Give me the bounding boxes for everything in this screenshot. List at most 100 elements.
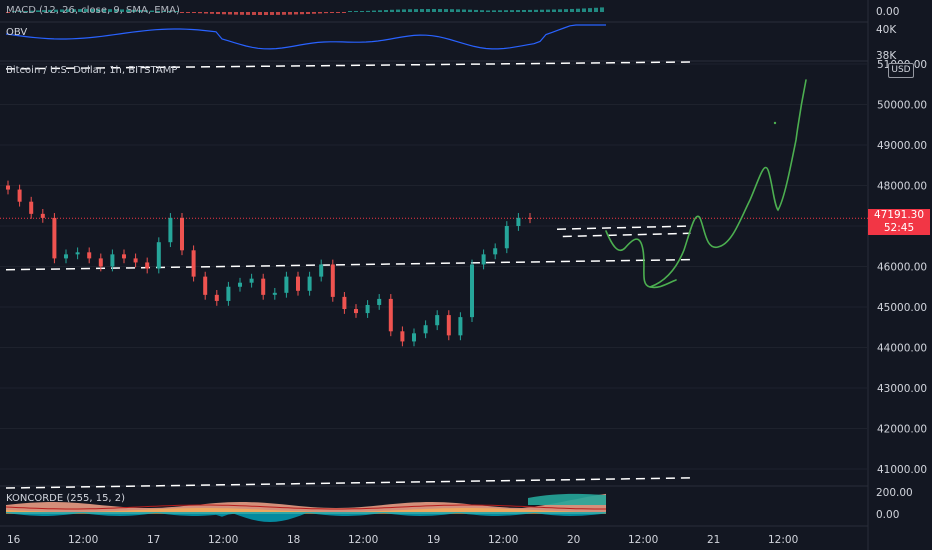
candle-body: [493, 248, 498, 255]
candle-body: [122, 254, 126, 259]
y-tick-label: 44000.00: [877, 343, 927, 355]
x-tick-label: 12:00: [348, 534, 378, 546]
candle-body: [481, 254, 486, 265]
macd-bar: [570, 8, 574, 12]
macd-bar: [132, 9, 136, 12]
macd-bar: [90, 9, 94, 12]
macd-bar: [12, 11, 16, 12]
macd-bar: [414, 9, 418, 12]
macd-bar: [192, 12, 196, 13]
macd-bar: [600, 7, 604, 12]
macd-bar: [444, 9, 448, 12]
macd-bar: [6, 12, 10, 13]
macd-bar: [492, 10, 496, 12]
drawing-dot: [773, 121, 777, 125]
candle-body: [400, 331, 405, 342]
obv-label[interactable]: OBV: [6, 27, 28, 38]
macd-bar: [348, 11, 352, 12]
macd-bar: [552, 9, 556, 12]
macd-bar: [18, 11, 22, 12]
macd-bar: [420, 9, 424, 12]
candle-body: [249, 278, 254, 283]
macd-bar: [102, 9, 106, 12]
candle-body: [64, 254, 68, 259]
macd-bar: [108, 9, 112, 12]
macd-bar: [276, 12, 280, 15]
macd-bar: [558, 9, 562, 12]
candle-body: [388, 298, 393, 332]
macd-bar: [30, 10, 34, 12]
x-tick-label: 20: [567, 534, 580, 546]
candle-body: [528, 217, 532, 219]
macd-bar: [450, 9, 454, 12]
macd-bar: [96, 9, 100, 12]
obv-axis-38k: 38K: [876, 50, 897, 62]
candle-body: [446, 315, 451, 336]
x-tick-label: 16: [7, 534, 21, 546]
macd-bar: [564, 9, 568, 12]
candle-body: [156, 242, 161, 269]
dashed-level-3: [556, 225, 691, 230]
macd-bar: [222, 12, 226, 15]
candle-body: [516, 217, 521, 226]
macd-label[interactable]: MACD (12, 26, close, 9, SMA, EMA): [6, 5, 180, 16]
candle-body: [296, 276, 300, 291]
y-tick-label: 49000.00: [877, 140, 927, 152]
macd-bar: [210, 12, 214, 14]
macd-bar: [126, 9, 130, 12]
macd-bar: [318, 12, 322, 14]
macd-bar: [462, 9, 466, 12]
macd-bar: [480, 10, 484, 12]
macd-bar: [84, 9, 88, 12]
macd-bar: [198, 12, 202, 14]
candle-body: [40, 213, 45, 218]
macd-bar: [528, 9, 532, 12]
candle-body: [342, 296, 347, 310]
candle-body: [365, 304, 370, 314]
macd-bar: [546, 9, 550, 12]
x-tick-label: 21: [707, 534, 720, 546]
macd-bar: [306, 12, 310, 14]
candle-body: [17, 189, 22, 202]
candle-body: [470, 264, 474, 318]
currency-badge[interactable]: USD: [888, 63, 914, 78]
candle-body: [6, 185, 10, 190]
koncorde-line: [5, 504, 606, 510]
koncorde-band-upper: [6, 493, 606, 512]
macd-bar: [258, 12, 262, 15]
koncorde-band-lower: [6, 512, 606, 522]
macd-bar: [510, 10, 514, 12]
macd-bar: [264, 12, 268, 15]
candle-body: [87, 252, 92, 259]
y-tick-label: 42000.00: [877, 424, 927, 436]
macd-bar: [324, 12, 328, 14]
x-tick-label: 12:00: [208, 534, 238, 546]
candle-body: [458, 317, 463, 336]
candle-body: [319, 264, 324, 277]
x-tick-label: 12:00: [768, 534, 798, 546]
macd-bar: [330, 12, 334, 13]
dashed-level-4: [562, 232, 691, 238]
y-tick-label: 48000.00: [877, 181, 927, 193]
macd-bar: [576, 8, 580, 12]
macd-bar: [504, 10, 508, 12]
current-price: 47191.30: [873, 209, 925, 221]
candle-body: [504, 226, 509, 249]
macd-bar: [474, 9, 478, 12]
macd-bar: [186, 12, 190, 13]
candle-body: [377, 298, 382, 305]
candle-body: [29, 201, 34, 214]
macd-bar: [312, 12, 316, 14]
macd-bar: [516, 10, 520, 12]
candle-body: [435, 315, 440, 326]
macd-bar: [234, 12, 238, 15]
candle-body: [52, 217, 57, 259]
macd-bar: [66, 9, 70, 12]
symbol-title[interactable]: Bitcoin / U.S. Dollar, 1h, BITSTAMP: [6, 65, 178, 76]
candle-body: [412, 333, 416, 342]
koncorde-label[interactable]: KONCORDE (255, 15, 2): [6, 493, 126, 504]
macd-bar: [72, 9, 76, 12]
candle-body: [203, 276, 208, 295]
macd-bar: [426, 9, 430, 12]
macd-bar: [54, 9, 58, 12]
